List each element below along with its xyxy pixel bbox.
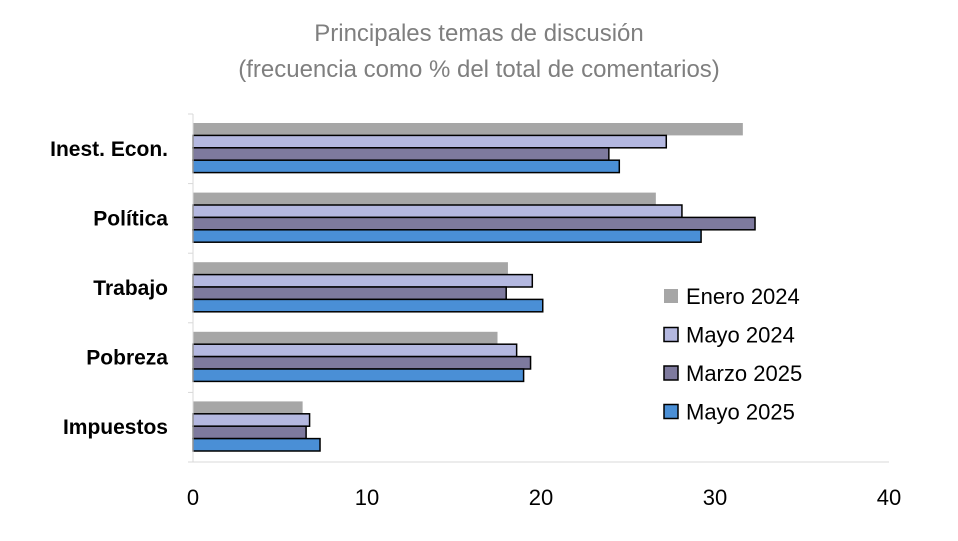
category-label: Impuestos <box>63 416 168 439</box>
legend-label: Enero 2024 <box>686 284 800 309</box>
x-tick-label: 40 <box>877 485 901 510</box>
chart-subtitle: (frecuencia como % del total de comentar… <box>238 56 720 83</box>
bar <box>192 273 534 288</box>
bar <box>193 123 743 136</box>
x-tick-label: 30 <box>703 485 727 510</box>
bar <box>192 437 321 452</box>
bar <box>192 134 668 149</box>
bar <box>192 147 610 161</box>
bar <box>192 216 756 231</box>
legend-swatch <box>663 326 679 343</box>
x-tick-label: 0 <box>187 485 199 510</box>
x-tick-label: 10 <box>355 485 379 510</box>
bar <box>193 331 498 345</box>
bar <box>193 262 508 275</box>
category-label: Política <box>93 207 168 230</box>
bar <box>192 413 311 427</box>
x-tick-label: 20 <box>529 485 553 510</box>
legend-swatch <box>663 403 679 420</box>
bar <box>192 425 307 440</box>
chart-title: Principales temas de discusión <box>314 20 644 47</box>
legend-label: Marzo 2025 <box>686 361 802 386</box>
legend-swatch <box>664 289 678 303</box>
legend-label: Mayo 2024 <box>686 323 795 348</box>
bar <box>192 298 544 313</box>
category-label: Pobreza <box>86 347 168 370</box>
bar <box>192 355 532 370</box>
category-label: Trabajo <box>93 277 168 300</box>
bar <box>192 343 518 358</box>
bar <box>192 204 683 219</box>
bar <box>193 192 656 205</box>
bar <box>192 286 507 301</box>
bar <box>192 368 525 383</box>
legend-swatch <box>663 365 679 381</box>
bar <box>192 159 621 174</box>
bar <box>192 229 702 243</box>
category-label: Inest. Econ. <box>50 138 168 161</box>
bar <box>193 401 303 414</box>
legend-label: Mayo 2025 <box>686 400 795 425</box>
